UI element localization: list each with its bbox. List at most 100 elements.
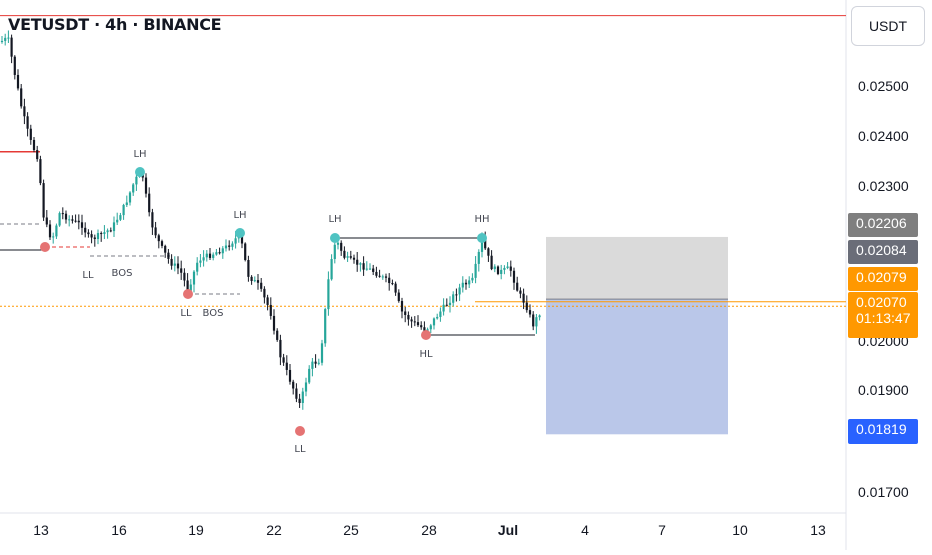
candle-body xyxy=(404,311,406,314)
candle-body xyxy=(455,294,457,295)
candle-body xyxy=(158,235,160,241)
candle-body xyxy=(4,38,6,41)
candle-body xyxy=(379,276,381,277)
candle-body xyxy=(343,251,345,258)
candle-body xyxy=(471,278,473,281)
candle-body xyxy=(113,222,115,231)
candle-body xyxy=(388,278,390,283)
candle-body xyxy=(222,248,224,253)
candle-body xyxy=(465,283,467,285)
candle-body xyxy=(516,283,518,291)
candle-body xyxy=(164,246,166,253)
annotation-label: LL xyxy=(82,270,94,281)
candle-body xyxy=(132,184,134,192)
swing-low-marker xyxy=(183,289,193,299)
candle-body xyxy=(459,287,461,294)
candle-body xyxy=(532,314,534,326)
x-tick-label: 25 xyxy=(343,522,359,538)
candle-body xyxy=(116,220,118,223)
candle-body xyxy=(308,369,310,383)
candle-body xyxy=(126,202,128,204)
candle-body xyxy=(353,258,355,260)
candle-body xyxy=(235,238,237,243)
target-zone xyxy=(546,237,728,299)
swing-low-marker xyxy=(295,426,305,436)
candle-body xyxy=(452,294,454,302)
y-tick-label: 0.01900 xyxy=(858,382,909,398)
candle-body xyxy=(206,254,208,258)
candle-body xyxy=(475,264,477,278)
candle-body xyxy=(491,256,493,269)
candle-body xyxy=(276,331,278,340)
annotation-label: LH xyxy=(233,210,246,221)
candle-body xyxy=(398,293,400,301)
candle-body xyxy=(539,315,541,317)
candle-body xyxy=(337,243,339,245)
candle-body xyxy=(299,399,301,403)
candle-body xyxy=(36,150,38,159)
candle-body xyxy=(59,213,61,225)
candle-body xyxy=(519,291,521,294)
candle-body xyxy=(23,106,25,116)
annotation-label: BOS xyxy=(112,268,133,279)
x-tick-label: 19 xyxy=(188,522,204,538)
candle-body xyxy=(123,205,125,215)
candle-body xyxy=(260,283,262,289)
candle-body xyxy=(33,140,35,150)
candle-body xyxy=(171,259,173,266)
candle-body xyxy=(225,246,227,249)
y-tick-label: 0.01700 xyxy=(858,484,909,500)
candle-body xyxy=(119,215,121,220)
candle-body xyxy=(55,226,57,237)
candle-body xyxy=(49,224,51,237)
y-tick-label: 0.02400 xyxy=(858,128,909,144)
candle-body xyxy=(321,343,323,362)
candle-body xyxy=(356,260,358,265)
candle-body xyxy=(167,253,169,259)
candle-body xyxy=(247,260,249,277)
annotation-label: LL xyxy=(294,444,306,455)
currency-selector-button[interactable]: USDT xyxy=(851,6,925,46)
candle-body xyxy=(52,236,54,237)
candle-body xyxy=(318,363,320,364)
annotation-label: BOS xyxy=(203,308,224,319)
candle-body xyxy=(231,244,233,247)
candle-body xyxy=(91,234,93,237)
annotation-label: LL xyxy=(180,308,192,319)
stop-zone xyxy=(546,299,728,434)
candle-body xyxy=(449,303,451,305)
candle-body xyxy=(302,392,304,403)
candle-body xyxy=(219,252,221,253)
candle-body xyxy=(385,276,387,277)
candle-body xyxy=(369,269,371,270)
candle-body xyxy=(228,246,230,247)
candle-body xyxy=(263,289,265,298)
candle-body xyxy=(513,271,515,283)
candle-body xyxy=(411,319,413,321)
candle-body xyxy=(311,362,313,369)
candle-body xyxy=(193,272,195,285)
candle-body xyxy=(174,264,176,266)
candle-body xyxy=(417,322,419,325)
candle-body xyxy=(350,256,352,258)
chart-title: VETUSDT · 4h · BINANCE xyxy=(8,15,221,34)
candle-body xyxy=(363,263,365,269)
candle-body xyxy=(414,321,416,322)
candle-body xyxy=(375,272,377,276)
candle-body xyxy=(100,233,102,234)
price-tag-entry: 0.02084 xyxy=(848,240,918,264)
swing-high-marker xyxy=(235,228,245,238)
candle-body xyxy=(526,303,528,310)
candle-body xyxy=(151,212,153,227)
candle-body xyxy=(286,363,288,370)
candle-body xyxy=(273,316,275,331)
candle-countdown: 01:13:47 xyxy=(856,310,918,326)
candle-body xyxy=(436,317,438,318)
price-tag-orange: 0.02079 xyxy=(848,267,918,291)
candle-body xyxy=(270,305,272,316)
candle-body xyxy=(62,213,64,214)
candle-body xyxy=(17,75,19,88)
swing-high-marker xyxy=(477,233,487,243)
